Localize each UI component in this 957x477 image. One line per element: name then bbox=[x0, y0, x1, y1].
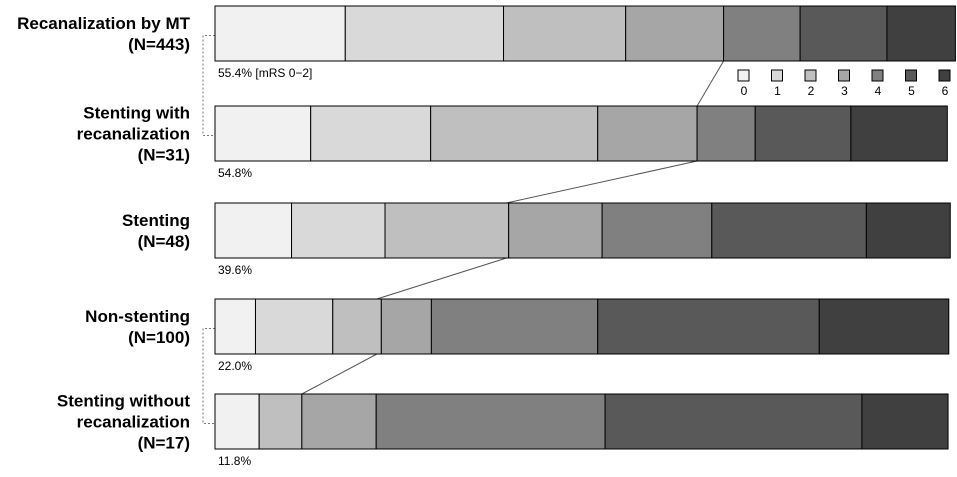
bar-segment-row0-mrs2 bbox=[503, 5, 627, 62]
bar-segment-row1-mrs3 bbox=[597, 105, 698, 162]
bar-segment-row1-mrs1 bbox=[310, 105, 432, 162]
bar-segment-row3-mrs6 bbox=[818, 298, 950, 355]
bar-segment-row2-mrs4 bbox=[601, 202, 713, 259]
bars-group bbox=[214, 5, 956, 450]
bar-segment-row0-mrs5 bbox=[799, 5, 888, 62]
legend-label-mrs3: 3 bbox=[841, 84, 848, 98]
legend: 0 1 2 3 4 5 6 bbox=[737, 69, 951, 98]
legend-swatch-mrs2 bbox=[804, 69, 817, 82]
bar-segment-row0-mrs1 bbox=[344, 5, 505, 62]
bar-segment-row3-mrs0 bbox=[214, 298, 256, 355]
bar-segment-row1-mrs2 bbox=[430, 105, 599, 162]
bar-segment-row2-mrs1 bbox=[291, 202, 386, 259]
bar-segment-row2-mrs6 bbox=[865, 202, 951, 259]
row-label-4: Stenting without recanalization (N=17) bbox=[57, 392, 190, 453]
bar-segment-row1-mrs0 bbox=[214, 105, 312, 162]
row-label-2: Stenting (N=48) bbox=[122, 211, 190, 251]
bar-segment-row0-mrs4 bbox=[723, 5, 801, 62]
connector-group bbox=[301, 60, 725, 395]
legend-label-mrs6: 6 bbox=[942, 84, 949, 98]
bar-segment-row1-mrs5 bbox=[754, 105, 852, 162]
good-outcome-label-2: 39.6% bbox=[218, 263, 252, 277]
bar-segment-row2-mrs0 bbox=[214, 202, 293, 259]
legend-swatch-mrs0 bbox=[737, 69, 750, 82]
bar-segment-row4-mrs6 bbox=[861, 393, 949, 450]
row-label-line: (N=48) bbox=[138, 232, 190, 251]
good-outcome-label-1: 54.8% bbox=[218, 166, 252, 180]
legend-swatch-mrs6 bbox=[938, 69, 951, 82]
bar-segment-row4-mrs5 bbox=[604, 393, 863, 450]
group-bracket-1 bbox=[202, 328, 215, 424]
percent-labels-group: 55.4% [mRS 0−2] 54.8% 39.6% 22.0% 11.8% bbox=[218, 66, 312, 468]
connector-line-2 bbox=[376, 257, 507, 300]
bar-segment-row0-mrs6 bbox=[886, 5, 956, 62]
row-label-line: Non-stenting bbox=[85, 307, 190, 326]
bar-segment-row3-mrs5 bbox=[597, 298, 820, 355]
row-label-line: Recanalization by MT bbox=[17, 14, 190, 33]
bar-segment-row4-mrs4 bbox=[375, 393, 606, 450]
bracket-group bbox=[202, 35, 215, 424]
row-label-line: Stenting with bbox=[83, 104, 190, 123]
bar-segment-row4-mrs0 bbox=[214, 393, 260, 450]
bar-segment-row4-mrs3 bbox=[301, 393, 377, 450]
legend-label-mrs4: 4 bbox=[875, 84, 882, 98]
good-outcome-label-0: 55.4% [mRS 0−2] bbox=[218, 66, 312, 80]
bar-segment-row0-mrs3 bbox=[625, 5, 725, 62]
row-label-3: Non-stenting (N=100) bbox=[85, 307, 190, 347]
row-label-line: (N=17) bbox=[138, 434, 190, 453]
bar-segment-row3-mrs2 bbox=[332, 298, 382, 355]
bar-segment-row4-mrs2 bbox=[258, 393, 303, 450]
row-label-line: Stenting without bbox=[57, 392, 190, 411]
row-label-line: (N=100) bbox=[128, 328, 190, 347]
connector-line-1 bbox=[506, 160, 698, 204]
row-labels-group: Recanalization by MT (N=443) Stenting with… bbox=[17, 14, 190, 453]
row-label-line: (N=31) bbox=[138, 146, 190, 165]
bar-segment-row3-mrs4 bbox=[430, 298, 599, 355]
legend-swatch-mrs3 bbox=[838, 69, 850, 82]
legend-label-mrs0: 0 bbox=[741, 84, 748, 98]
bar-segment-row0-mrs0 bbox=[214, 5, 346, 62]
bar-segment-row1-mrs4 bbox=[696, 105, 756, 162]
connector-line-3 bbox=[301, 353, 378, 395]
connector-line-0 bbox=[696, 60, 725, 107]
row-label-line: recanalization bbox=[77, 413, 190, 432]
bar-segment-row2-mrs2 bbox=[384, 202, 510, 259]
good-outcome-label-3: 22.0% bbox=[218, 359, 252, 373]
good-outcome-label-4: 11.8% bbox=[218, 454, 251, 468]
bar-segment-row3-mrs3 bbox=[380, 298, 432, 355]
row-label-line: Stenting bbox=[122, 211, 190, 230]
bar-segment-row3-mrs1 bbox=[254, 298, 334, 355]
row-label-0: Recanalization by MT (N=443) bbox=[17, 14, 190, 54]
legend-swatch-mrs5 bbox=[905, 69, 917, 82]
legend-label-mrs1: 1 bbox=[774, 84, 781, 98]
row-label-line: (N=443) bbox=[128, 35, 190, 54]
row-label-1: Stenting with recanalization (N=31) bbox=[77, 104, 190, 165]
legend-label-mrs5: 5 bbox=[908, 84, 915, 98]
bar-segment-row2-mrs5 bbox=[711, 202, 867, 259]
legend-swatch-mrs1 bbox=[771, 69, 783, 82]
legend-swatch-mrs4 bbox=[871, 69, 884, 82]
bar-segment-row2-mrs3 bbox=[508, 202, 603, 259]
group-bracket-0 bbox=[202, 35, 215, 136]
legend-label-mrs2: 2 bbox=[808, 84, 815, 98]
bar-segment-row1-mrs6 bbox=[850, 105, 948, 162]
row-label-line: recanalization bbox=[77, 125, 190, 144]
